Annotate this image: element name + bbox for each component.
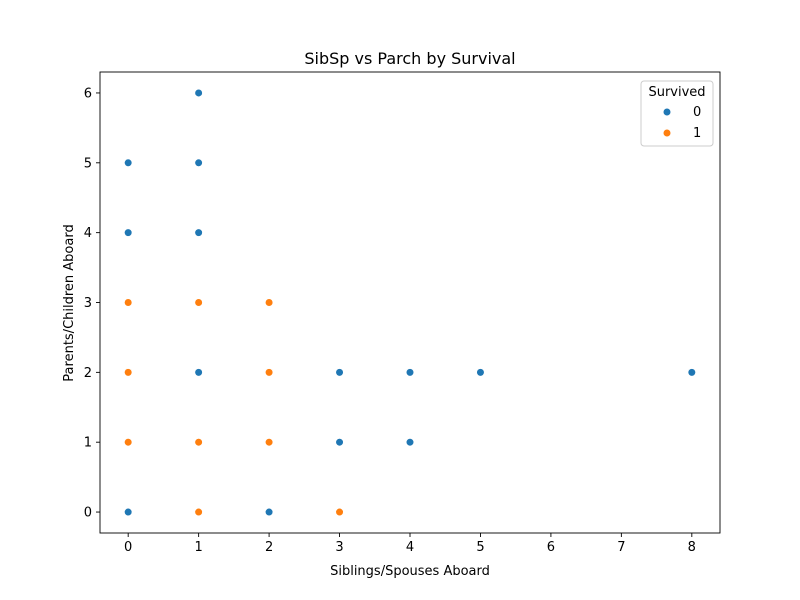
y-tick-label: 1 <box>84 436 92 451</box>
x-tick-label: 2 <box>265 540 273 555</box>
scatter-point-series-1-5 <box>194 298 203 307</box>
y-axis-label: Parents/Children Aboard <box>62 224 77 381</box>
legend: Survived 0 1 <box>640 80 714 147</box>
x-tick-label: 5 <box>476 540 484 555</box>
y-tick-label: 5 <box>84 156 92 171</box>
legend-label-1: 1 <box>693 126 701 141</box>
legend-frame <box>640 80 714 147</box>
scatter-point-series-0-17 <box>335 438 344 447</box>
y-tick-label: 6 <box>84 86 92 101</box>
x-tick-label: 6 <box>547 540 555 555</box>
scatter-point-series-0-20 <box>405 368 415 377</box>
scatter-point-series-1-8 <box>264 298 274 307</box>
x-axis-ticks: 0 1 2 3 4 5 6 7 8 <box>124 533 696 555</box>
x-tick-label: 3 <box>335 540 343 555</box>
scatter-point-series-0-19 <box>405 438 415 447</box>
scatter-point-series-1-9 <box>335 507 344 517</box>
scatter-point-series-1-0 <box>124 438 133 447</box>
scatter-point-series-0-22 <box>687 368 696 377</box>
scatter-point-series-0-21 <box>476 368 485 377</box>
x-tick-label: 0 <box>124 540 132 555</box>
scatter-point-series-0-12 <box>194 88 203 98</box>
scatter-point-series-1-1 <box>124 368 133 377</box>
x-tick-label: 1 <box>194 540 202 555</box>
x-tick-label: 8 <box>688 540 696 555</box>
scatter-point-series-0-4 <box>124 228 133 237</box>
scatter-point-series-1-3 <box>194 507 203 517</box>
scatter-point-series-1-2 <box>124 298 133 307</box>
x-tick-label: 4 <box>406 540 414 555</box>
scatter-point-series-0-0 <box>124 507 133 517</box>
y-axis-ticks: 0 1 2 3 4 5 6 <box>84 86 100 521</box>
scatter-point-series-0-10 <box>194 228 203 237</box>
scatter-point-series-0-8 <box>194 368 203 377</box>
scatter-point-series-0-5 <box>124 158 133 167</box>
y-tick-label: 4 <box>84 226 92 241</box>
y-tick-label: 0 <box>84 506 92 521</box>
x-tick-label: 7 <box>617 540 625 555</box>
legend-title: Survived <box>648 85 705 100</box>
legend-label-0: 0 <box>693 105 701 120</box>
y-tick-label: 2 <box>84 366 92 381</box>
scatter-point-series-1-4 <box>194 438 203 447</box>
scatter-point-series-1-7 <box>264 368 274 377</box>
scatter-point-series-0-18 <box>335 368 344 377</box>
scatter-point-series-0-13 <box>264 507 274 517</box>
scatter-point-series-0-11 <box>194 158 203 167</box>
scatter-point-series-1-6 <box>264 438 274 447</box>
legend-marker-1 <box>662 128 672 138</box>
chart-title: SibSp vs Parch by Survival <box>304 49 515 68</box>
legend-marker-0 <box>662 107 672 117</box>
y-tick-label: 3 <box>84 296 92 311</box>
x-axis-label: Siblings/Spouses Aboard <box>330 564 490 579</box>
